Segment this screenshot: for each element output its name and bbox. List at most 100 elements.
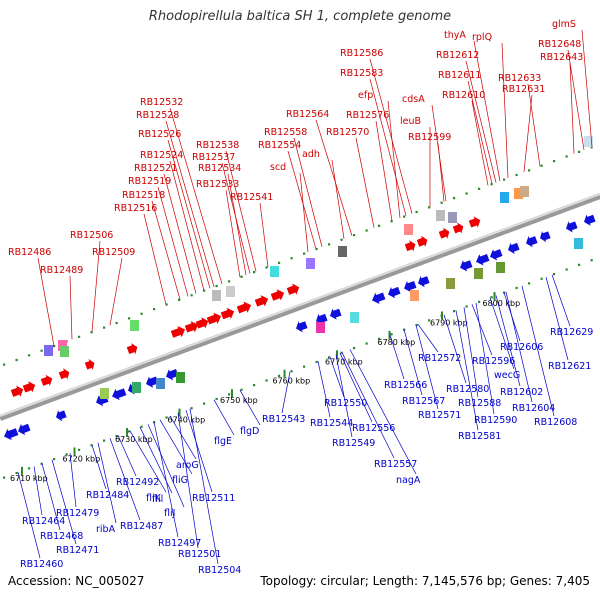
upper-guide-dot [303, 252, 306, 255]
lower-guide-dot [465, 305, 468, 308]
feature-block [436, 210, 445, 221]
forward-leader-line [465, 60, 497, 183]
forward-gene-label: RB12631 [502, 84, 545, 95]
upper-guide-dot [503, 178, 506, 181]
upper-guide-dot [515, 173, 518, 177]
reverse-gene-arrow-shape [566, 221, 578, 233]
lower-guide-dot [390, 333, 393, 336]
reverse-gene-label: RB12556 [352, 423, 395, 434]
lower-guide-dot [565, 268, 568, 271]
forward-gene-label: RB12633 [498, 73, 541, 84]
feature-block [130, 320, 139, 331]
reverse-gene-arrow-shape [330, 308, 342, 320]
forward-gene-label: RB12486 [8, 247, 51, 258]
kbp-tick-label: 6740 kbp [168, 416, 206, 425]
reverse-gene-label: ribA [96, 524, 116, 535]
forward-leader-line [355, 137, 375, 228]
feature-block [496, 262, 505, 273]
reverse-gene-label: fliJ [164, 508, 175, 519]
forward-gene-label: RB12570 [326, 127, 369, 138]
reverse-gene-label: RB12497 [158, 538, 201, 549]
forward-gene-arrow-shape [452, 222, 464, 234]
forward-gene-arrow-shape [184, 321, 199, 333]
lower-guide-dot [65, 453, 68, 456]
forward-gene-arrow-shape [84, 358, 95, 371]
forward-gene-arrow [184, 321, 199, 333]
reverse-leader-line [349, 349, 417, 475]
reverse-gene-label: RB12460 [20, 559, 63, 570]
reverse-leader-line [129, 430, 167, 493]
reverse-leader-line [317, 361, 331, 418]
forward-gene-label: RB12648 [538, 39, 581, 50]
forward-gene-label: RB12576 [346, 110, 389, 121]
lower-guide-dot [528, 282, 531, 285]
reverse-gene-label: RB12468 [40, 531, 83, 542]
feature-block [58, 340, 67, 351]
upper-guide-dot [340, 238, 343, 241]
feature-block [156, 378, 165, 389]
upper-guide-dot [428, 206, 431, 209]
reverse-gene-label: RB12549 [332, 438, 375, 449]
lower-guide-dot [265, 379, 268, 382]
reverse-leader-line [415, 324, 439, 410]
reverse-leader-line [551, 274, 571, 327]
reverse-gene-arrow [18, 423, 31, 436]
reverse-gene-label: nagA [396, 475, 421, 486]
reverse-gene-label: RB12571 [418, 410, 461, 421]
feature-block [226, 286, 235, 297]
forward-leader-line [581, 29, 593, 147]
forward-gene-arrow [40, 374, 53, 386]
reverse-leader-line [545, 276, 569, 361]
reverse-gene-arrow-shape [508, 242, 520, 254]
upper-guide-dot [278, 261, 281, 264]
reverse-leader-line [521, 285, 555, 417]
reverse-leader-line [471, 304, 493, 356]
feature-block [446, 278, 455, 289]
reverse-gene-arrow-shape [540, 231, 551, 243]
forward-leader-line [37, 257, 55, 347]
forward-gene-label: scd [270, 162, 286, 173]
forward-gene-label: RB12541 [230, 192, 273, 203]
lower-guide-dot [515, 286, 518, 290]
forward-gene-arrow-shape [206, 312, 222, 325]
forward-gene-label: RB12610 [442, 90, 485, 101]
feature-block [316, 322, 325, 333]
forward-gene-arrow [416, 235, 428, 248]
forward-gene-arrow [452, 222, 464, 234]
feature-block [448, 212, 457, 223]
reverse-gene-label: RB12543 [262, 414, 305, 425]
reverse-gene-arrow [4, 428, 19, 441]
upper-guide-dot [103, 326, 106, 329]
forward-gene-label: leuB [400, 116, 421, 127]
reverse-gene-label: RB12471 [56, 545, 99, 556]
reverse-gene-arrow [330, 308, 342, 320]
kbp-tick-label: 6780 kbp [378, 338, 416, 347]
upper-guide-dot [453, 197, 456, 200]
forward-gene-label: RB12521 [134, 163, 177, 174]
reverse-gene-arrow-shape [166, 369, 179, 381]
reverse-gene-label: RB12504 [198, 565, 241, 576]
reverse-gene-label: aroG [176, 460, 199, 471]
lower-guide-dot [103, 439, 106, 442]
reverse-gene-arrow-shape [4, 428, 19, 441]
forward-gene-arrow [84, 358, 95, 371]
reverse-gene-label: fliK [146, 493, 162, 504]
lower-guide-dot [28, 467, 31, 470]
upper-guide-dot [578, 150, 581, 153]
feature-block [410, 290, 419, 301]
lower-guide-dot [3, 476, 6, 479]
reverse-gene-label: flgD [240, 426, 259, 437]
lower-guide-dot [590, 259, 593, 262]
reverse-leader-line [341, 352, 395, 459]
upper-guide-dot [53, 345, 56, 348]
forward-gene-arrow-shape [10, 385, 24, 397]
reverse-gene-arrow-shape [56, 410, 67, 422]
forward-gene-label: RB12611 [438, 70, 481, 81]
reverse-leader-line [339, 353, 373, 423]
accession-text: Accession: NC_005027 [8, 574, 145, 588]
forward-leader-line [569, 62, 575, 154]
kbp-tick-label: 6800 kbp [483, 299, 521, 308]
reverse-leader-line [117, 435, 137, 477]
reverse-gene-arrow [584, 214, 596, 226]
